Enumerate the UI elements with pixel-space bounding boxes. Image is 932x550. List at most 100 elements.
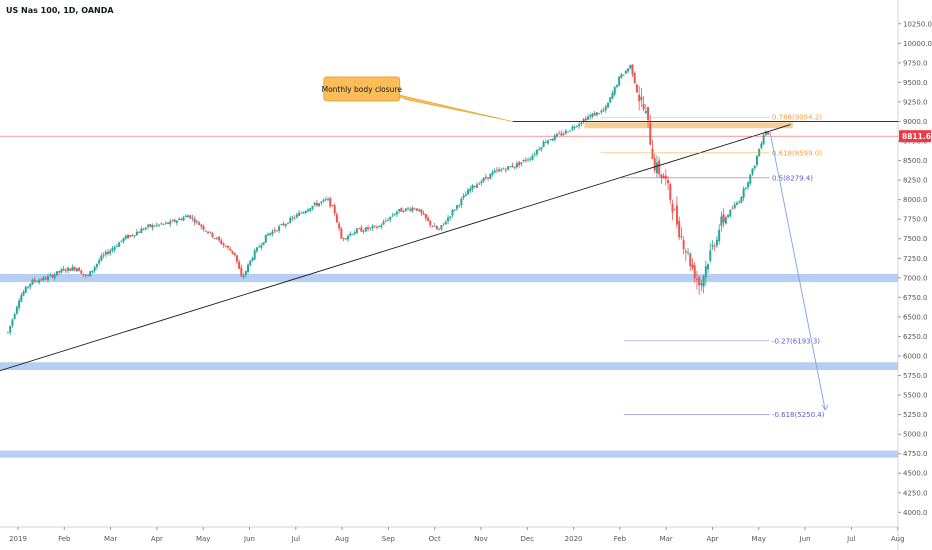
candle-body bbox=[58, 271, 61, 273]
candle-body bbox=[322, 199, 325, 202]
candle-body bbox=[55, 271, 58, 276]
candle-body bbox=[209, 231, 212, 233]
x-tick-label: Aug bbox=[891, 535, 905, 543]
x-tick-label: Oct bbox=[429, 535, 441, 543]
candle-body bbox=[155, 224, 158, 226]
current-price-tag bbox=[899, 130, 931, 143]
candle-body bbox=[409, 209, 412, 211]
candle-body bbox=[204, 230, 207, 232]
callout-box bbox=[323, 76, 401, 102]
candle-body bbox=[569, 130, 572, 132]
candle-body bbox=[320, 201, 323, 203]
chart-title: US Nas 100, 1D, OANDA bbox=[6, 6, 114, 15]
x-tick-label: Apr bbox=[706, 535, 718, 543]
candle-body bbox=[380, 225, 383, 228]
candle-body bbox=[749, 174, 752, 184]
candle-body bbox=[247, 264, 250, 272]
candle-body bbox=[738, 201, 741, 203]
candle-body bbox=[540, 147, 543, 150]
candle-body bbox=[595, 112, 598, 115]
candle-body bbox=[707, 264, 710, 270]
candle-body bbox=[260, 245, 263, 248]
candle-body bbox=[684, 251, 687, 253]
candle-body bbox=[431, 225, 434, 227]
x-tick-label: 2019 bbox=[9, 535, 27, 543]
candle-body bbox=[235, 255, 238, 262]
candle-body bbox=[691, 264, 694, 268]
candle-body bbox=[680, 235, 683, 237]
candle-body bbox=[498, 169, 501, 172]
x-tick-label: Mar bbox=[660, 535, 673, 543]
candle-body bbox=[455, 205, 458, 209]
candle-body bbox=[580, 122, 583, 125]
y-tick-label: 7750.0 bbox=[903, 216, 928, 224]
x-tick-label: May bbox=[752, 535, 766, 543]
candle-body bbox=[444, 221, 447, 225]
candle-body bbox=[382, 221, 385, 225]
y-tick-label: 9750.0 bbox=[903, 59, 928, 67]
candle-body bbox=[575, 126, 578, 128]
candle-body bbox=[298, 212, 301, 216]
candle-body bbox=[87, 275, 90, 277]
candle-body bbox=[333, 205, 336, 214]
candle-body bbox=[264, 234, 267, 243]
y-tick-label: 7000.0 bbox=[903, 274, 928, 282]
candle-body bbox=[122, 238, 125, 242]
candle-body bbox=[609, 97, 612, 103]
candle-body bbox=[304, 211, 307, 214]
candle-body bbox=[131, 235, 134, 236]
candle-body bbox=[395, 211, 398, 215]
candle-body bbox=[220, 240, 223, 245]
fib-level-label: 0.618(8599.0) bbox=[772, 149, 822, 157]
fib-level-label: 0.786(9054.2) bbox=[772, 114, 822, 122]
candle-body bbox=[84, 274, 87, 276]
candle-body bbox=[191, 217, 194, 219]
candle-body bbox=[560, 133, 563, 136]
candle-body bbox=[391, 215, 394, 217]
candle-body bbox=[515, 163, 518, 168]
candle-body bbox=[762, 135, 765, 145]
candle-body bbox=[160, 223, 163, 225]
candle-body bbox=[147, 224, 150, 227]
candle-body bbox=[375, 227, 378, 228]
candle-body bbox=[740, 196, 743, 203]
candle-body bbox=[638, 94, 641, 101]
candle-body bbox=[604, 106, 607, 111]
candle-body bbox=[458, 205, 461, 206]
candle-body bbox=[720, 216, 723, 226]
y-tick-label: 6500.0 bbox=[903, 313, 928, 321]
candle-body bbox=[267, 234, 270, 236]
candle-body bbox=[415, 208, 418, 211]
candle-body bbox=[371, 226, 374, 229]
current-price-label: 8811.6 bbox=[902, 132, 931, 141]
support-zone bbox=[0, 273, 898, 283]
candle-body bbox=[202, 226, 205, 230]
candle-body bbox=[184, 215, 187, 218]
candle-body bbox=[315, 202, 318, 206]
candle-body bbox=[433, 225, 436, 227]
candle-body bbox=[649, 122, 652, 145]
candle-body bbox=[451, 209, 454, 216]
candle-body bbox=[704, 266, 707, 278]
candle-body bbox=[224, 246, 227, 247]
candle-body bbox=[404, 208, 407, 211]
candle-body bbox=[13, 314, 16, 320]
y-tick-label: 7500.0 bbox=[903, 235, 928, 243]
candle-body bbox=[718, 229, 721, 242]
x-tick-label: 2020 bbox=[565, 535, 583, 543]
candle-body bbox=[478, 183, 481, 185]
candle-body bbox=[182, 217, 185, 221]
candle-body bbox=[240, 267, 243, 277]
candle-body bbox=[593, 113, 596, 116]
candle-body bbox=[229, 248, 232, 251]
candle-body bbox=[407, 208, 410, 210]
candle-body bbox=[531, 155, 534, 160]
candle-body bbox=[231, 250, 234, 254]
candle-body bbox=[38, 280, 41, 283]
candle-body bbox=[587, 116, 590, 120]
candle-body bbox=[582, 119, 585, 122]
candle-body bbox=[518, 162, 521, 166]
candle-body bbox=[218, 236, 221, 241]
candle-body bbox=[7, 332, 9, 334]
